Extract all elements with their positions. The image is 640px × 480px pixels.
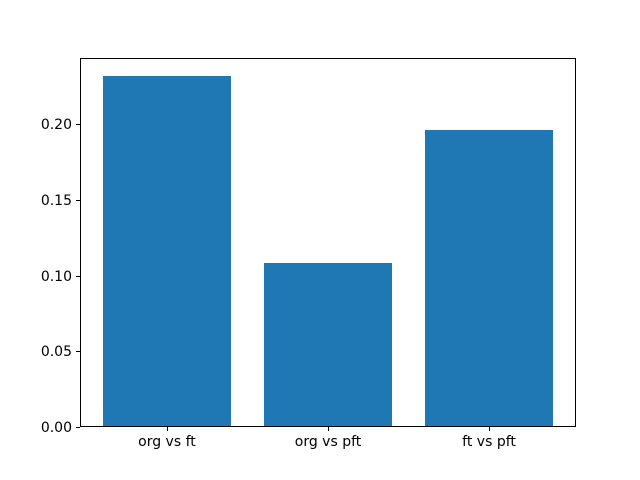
y-axis-tick-mark bbox=[76, 275, 80, 277]
x-axis-tick-mark bbox=[489, 427, 491, 431]
x-axis-tick-label: org vs pft bbox=[294, 434, 362, 450]
bar-org-vs-pft bbox=[263, 263, 393, 426]
y-axis-tick-mark bbox=[76, 199, 80, 201]
y-axis-tick-label: 0.05 bbox=[40, 344, 72, 361]
x-axis-tick-label: ft vs pft bbox=[462, 434, 516, 450]
x-axis-tick-mark bbox=[166, 427, 168, 431]
x-axis-tick-mark bbox=[328, 427, 329, 431]
bar-org-vs-ft bbox=[102, 75, 232, 426]
y-axis-tick-mark bbox=[76, 124, 80, 126]
y-axis-tick-label: 0.00 bbox=[40, 420, 72, 436]
y-axis-tick-mark bbox=[76, 427, 80, 428]
y-axis-tick-label: 0.15 bbox=[40, 192, 72, 209]
y-axis-tick-label: 0.20 bbox=[40, 117, 72, 134]
y-axis-tick-label: 0.10 bbox=[40, 268, 72, 285]
y-axis-tick-mark bbox=[76, 351, 80, 353]
bar-ft-vs-pft bbox=[424, 130, 554, 426]
x-axis-tick-label: org vs ft bbox=[138, 434, 196, 450]
